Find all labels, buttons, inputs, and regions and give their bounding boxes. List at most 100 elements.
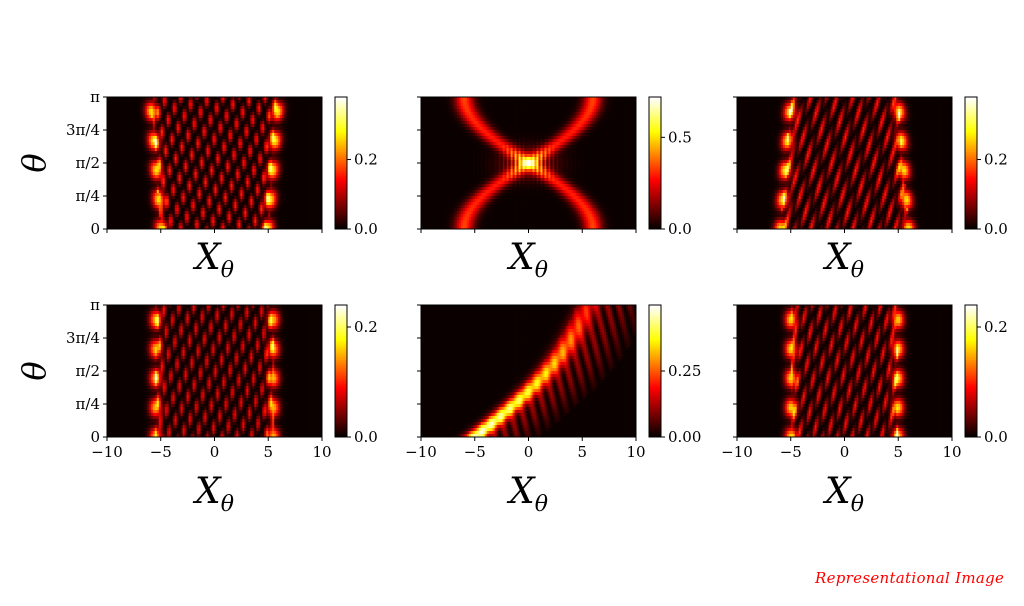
heatmap-cell xyxy=(238,139,241,143)
heatmap-cell xyxy=(266,127,269,131)
heatmap-cell xyxy=(116,106,120,110)
heatmap-cell xyxy=(290,175,293,179)
heatmap-cell xyxy=(158,172,162,176)
heatmap-cell xyxy=(124,106,128,110)
heatmap-cell xyxy=(290,121,293,125)
heatmap-cell xyxy=(254,109,257,113)
heatmap-cell xyxy=(284,112,287,116)
heatmap-cell xyxy=(294,109,297,113)
heatmap-cell xyxy=(194,139,197,143)
heatmap-cell xyxy=(220,172,223,176)
heatmap-cell xyxy=(272,166,275,170)
heatmap-cell xyxy=(150,109,154,113)
heatmap-cell xyxy=(116,112,120,116)
heatmap-cell xyxy=(118,166,122,170)
heatmap-cell xyxy=(136,115,140,119)
heatmap-cell xyxy=(114,103,118,107)
heatmap-cell xyxy=(234,112,237,116)
heatmap-cell xyxy=(154,166,158,170)
heatmap-cell xyxy=(156,163,160,167)
heatmap-cell xyxy=(118,106,122,110)
heatmap-cell xyxy=(168,160,172,164)
heatmap-cell xyxy=(156,133,160,137)
heatmap-cell xyxy=(142,169,146,173)
heatmap-cell xyxy=(266,103,269,107)
heatmap-cell xyxy=(140,121,144,125)
heatmap-cell xyxy=(180,118,184,122)
heatmap-cell xyxy=(210,103,213,107)
heatmap-cell xyxy=(107,103,110,107)
heatmap-cell xyxy=(114,163,118,167)
heatmap-cell xyxy=(220,118,223,122)
heatmap-cell xyxy=(134,154,138,158)
heatmap-cell xyxy=(138,181,142,185)
heatmap-cell xyxy=(288,100,291,104)
heatmap-cell xyxy=(124,157,128,161)
heatmap-cell xyxy=(180,100,184,104)
heatmap-cell xyxy=(192,109,195,113)
heatmap-cell xyxy=(208,187,211,191)
heatmap-cell xyxy=(107,181,110,185)
heatmap-cell xyxy=(140,178,144,182)
heatmap-cell xyxy=(282,169,285,173)
heatmap-cell xyxy=(110,136,114,140)
heatmap-cell xyxy=(318,163,321,167)
heatmap-cell xyxy=(166,157,170,161)
heatmap-cell xyxy=(274,106,277,110)
heatmap-cell xyxy=(180,166,184,170)
heatmap-cell xyxy=(162,166,166,170)
heatmap-cell xyxy=(138,118,142,122)
heatmap-cell xyxy=(308,151,311,155)
heatmap-cell xyxy=(176,148,180,152)
heatmap-cell xyxy=(230,160,233,164)
heatmap-cell xyxy=(298,172,301,176)
heatmap-cell xyxy=(174,169,178,173)
heatmap-cell xyxy=(276,121,279,125)
heatmap-cell xyxy=(156,160,160,164)
heatmap-cell xyxy=(160,112,164,116)
heatmap-cell xyxy=(114,151,118,155)
heatmap-cell xyxy=(118,133,122,137)
heatmap-cell xyxy=(110,178,114,182)
heatmap-cell xyxy=(218,100,221,104)
heatmap-cell xyxy=(140,184,144,188)
heatmap-cell xyxy=(266,136,269,140)
heatmap-cell xyxy=(286,124,289,128)
heatmap-cell xyxy=(318,148,321,152)
heatmap-cell xyxy=(228,106,231,110)
heatmap-cell xyxy=(244,154,247,158)
heatmap-cell xyxy=(152,118,156,122)
heatmap-cell xyxy=(152,163,156,167)
heatmap-cell xyxy=(248,166,251,170)
heatmap-cell xyxy=(300,121,303,125)
heatmap-cell xyxy=(116,154,120,158)
heatmap-cell xyxy=(188,157,192,161)
heatmap-cell xyxy=(138,127,142,131)
heatmap-cell xyxy=(294,154,297,158)
heatmap-cell xyxy=(238,160,241,164)
heatmap-cell xyxy=(292,193,295,197)
heatmap-cell xyxy=(107,193,110,197)
heatmap-cell xyxy=(194,187,197,191)
heatmap-cell xyxy=(262,184,265,188)
heatmap-cell xyxy=(208,157,211,161)
heatmap-cell xyxy=(148,106,152,110)
heatmap-cell xyxy=(208,106,211,110)
heatmap-cell xyxy=(278,175,281,179)
heatmap-cell xyxy=(132,103,136,107)
heatmap-cell xyxy=(268,166,271,170)
heatmap-cell xyxy=(108,127,112,131)
heatmap-cell xyxy=(230,163,233,167)
heatmap-cell xyxy=(230,196,233,200)
heatmap-cell xyxy=(132,139,136,143)
heatmap-cell xyxy=(154,124,158,128)
heatmap-cell xyxy=(208,175,211,179)
heatmap-cell xyxy=(310,118,313,122)
heatmap-cell xyxy=(118,142,122,146)
heatmap-cell xyxy=(304,115,307,119)
heatmap-cell xyxy=(286,169,289,173)
heatmap-cell xyxy=(304,142,307,146)
heatmap-cell xyxy=(140,157,144,161)
heatmap-cell xyxy=(164,196,168,200)
heatmap-cell xyxy=(120,130,124,134)
